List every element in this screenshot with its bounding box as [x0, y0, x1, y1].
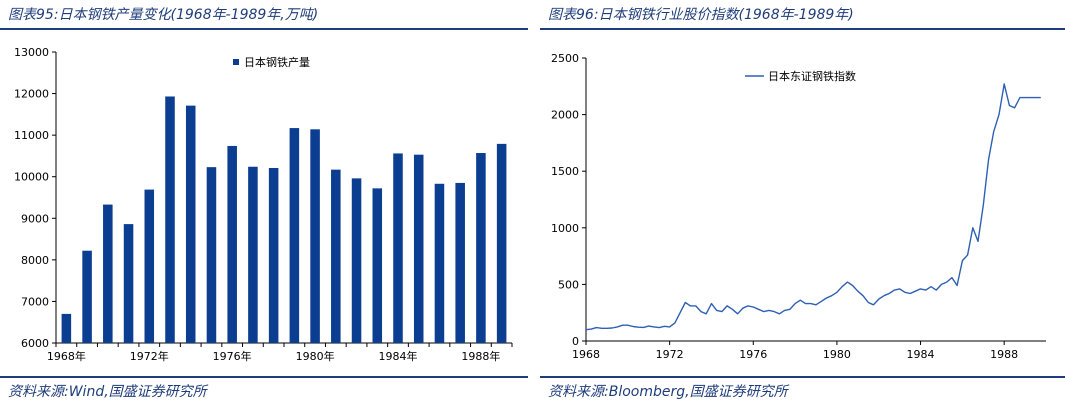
y-tick-label: 11000 [14, 129, 49, 142]
x-tick-label: 1984 [907, 348, 935, 361]
series-line [585, 83, 1041, 331]
chart-title: 图表95:日本钢铁产量变化(1968年-1989年,万吨) [8, 7, 319, 23]
bar-1980年 [310, 129, 320, 343]
chart-source: 资料来源:Wind,国盛证券研究所 [8, 384, 207, 400]
x-tick-label: 1972年 [130, 349, 169, 363]
y-tick-label: 1500 [551, 165, 579, 178]
chart-panel-stock-index: 图表96:日本钢铁行业股价指数(1968年-1989年) 0 500 1000 150… [540, 0, 1065, 405]
x-tick-label: 1972 [656, 348, 684, 361]
bar-1973年 [165, 96, 175, 343]
bar-1972年 [144, 189, 155, 343]
y-tick-label: 12000 [14, 88, 49, 101]
x-tick-label: 1988年 [461, 349, 500, 363]
y-tick-label: 13000 [14, 46, 49, 59]
bar-1989年 [496, 143, 507, 343]
bar-1982年 [351, 178, 362, 343]
bar-1978年 [268, 167, 279, 343]
bar-1975年 [206, 167, 217, 343]
x-tick-label: 1980 [823, 348, 851, 361]
footer-rule [540, 376, 1065, 378]
y-tick-label: 7000 [21, 295, 49, 308]
legend-swatch [233, 59, 239, 65]
y-tick-label: 8000 [21, 254, 49, 267]
bar-1977年 [248, 166, 258, 343]
bar-chart: 6000 7000 8000 9000 10000 11000 12000 13000 1968… [14, 46, 513, 363]
footer-rule [0, 376, 528, 378]
chart-source: 资料来源:Bloomberg,国盛证券研究所 [548, 384, 788, 400]
legend-label: 日本东证钢铁指数 [768, 69, 856, 83]
bar-1968年 [61, 313, 72, 343]
header-rule [0, 28, 528, 30]
bar-1986年 [434, 183, 445, 343]
bar-1979年 [289, 128, 300, 343]
chart-title: 图表96:日本钢铁行业股价指数(1968年-1989年) [548, 7, 854, 23]
x-tick-label: 1968年 [47, 349, 86, 363]
y-tick-label: 10000 [14, 171, 49, 184]
bar-1981年 [331, 169, 341, 343]
legend-label: 日本钢铁产量 [244, 55, 310, 69]
y-tick-label: 0 [572, 335, 579, 348]
x-tick-label: 1984年 [379, 349, 418, 363]
line-chart: 0 500 1000 1500 2000 2500 1968 1972 1976 1980 1984… [551, 52, 1046, 361]
bar-1983年 [372, 188, 383, 343]
y-tick-label: 2000 [551, 109, 579, 122]
bar-1988年 [476, 153, 486, 343]
y-tick-label: 6000 [21, 337, 49, 350]
chart-panel-production: 图表95:日本钢铁产量变化(1968年-1989年,万吨) 6000 7000 80… [0, 0, 528, 405]
bar-1971年 [123, 224, 134, 343]
header-rule [540, 28, 1065, 30]
x-tick-label: 1976年 [213, 349, 252, 363]
y-tick-label: 1000 [551, 222, 579, 235]
x-tick-label: 1968 [572, 348, 600, 361]
x-tick-label: 1976 [739, 348, 767, 361]
bar-1985年 [413, 154, 424, 343]
x-tick-label: 1980年 [296, 349, 335, 363]
bar-1976年 [227, 145, 237, 343]
bar-1987年 [455, 182, 465, 343]
bar-1984年 [393, 153, 403, 343]
bar-1970年 [103, 204, 113, 343]
y-tick-label: 9000 [21, 212, 49, 225]
bar-1974年 [185, 105, 196, 344]
y-tick-label: 2500 [551, 52, 579, 65]
bar-1969年 [82, 250, 92, 343]
x-tick-label: 1988 [990, 348, 1018, 361]
y-tick-label: 500 [558, 278, 579, 291]
